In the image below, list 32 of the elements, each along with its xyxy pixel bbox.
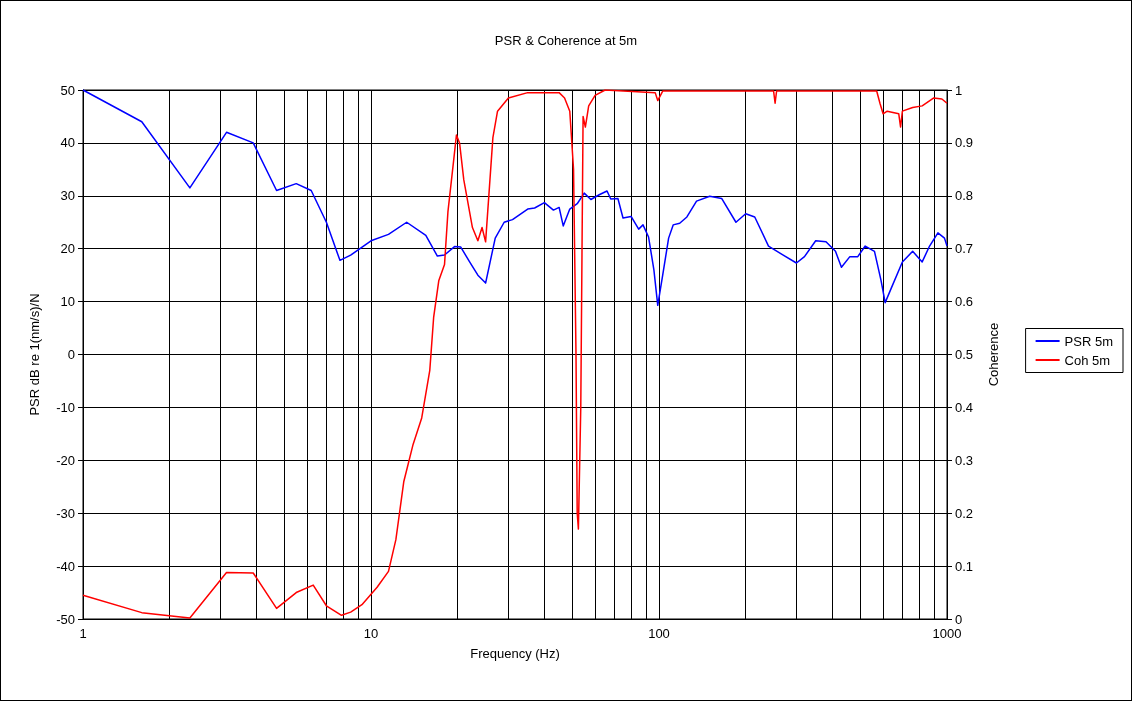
- y-tick-label: 50: [60, 82, 75, 98]
- x-tick-label: 10: [363, 626, 379, 641]
- y-tick-label: -40: [56, 558, 75, 574]
- y-tick-label: -50: [56, 611, 75, 627]
- y2-tick-label: 0.3: [955, 452, 974, 468]
- y-tick-label: 0: [67, 347, 75, 362]
- y-tick-label: 20: [60, 241, 75, 257]
- x-tick-label: 1000: [932, 626, 962, 641]
- y2-tick-label: 0.4: [955, 399, 974, 415]
- y2-tick-label: 0.1: [955, 558, 974, 574]
- y-axis-title: PSR dB re 1(nm/s)/N: [27, 293, 42, 416]
- y2-tick-label: 0.9: [955, 135, 974, 151]
- y2-axis-title: Coherence: [986, 322, 1001, 387]
- x-tick-label: 100: [648, 626, 670, 641]
- y2-tick-label: 0.6: [955, 294, 974, 310]
- x-axis-title: Frequency (Hz): [470, 646, 560, 661]
- y2-tick-label: 0.7: [955, 241, 974, 257]
- y2-tick-label: 0: [955, 611, 963, 627]
- y2-tick-label: 0.2: [955, 505, 974, 521]
- y-tick-label: 40: [60, 135, 75, 151]
- y-tick-label: -30: [56, 505, 75, 521]
- legend-label: Coh 5m: [1064, 352, 1111, 368]
- x-tick-label: 1: [79, 626, 87, 641]
- legend-label: PSR 5m: [1064, 333, 1114, 349]
- y-tick-label: 10: [60, 294, 75, 310]
- y-tick-label: -20: [56, 452, 75, 468]
- y-tick-label: 30: [60, 188, 75, 204]
- y2-tick-label: 0.8: [955, 188, 974, 204]
- y-tick-label: -10: [56, 399, 75, 415]
- y2-tick-label: 0.5: [955, 347, 974, 362]
- y2-tick-label: 1: [955, 82, 963, 98]
- chart-title: PSR & Coherence at 5m: [494, 33, 638, 48]
